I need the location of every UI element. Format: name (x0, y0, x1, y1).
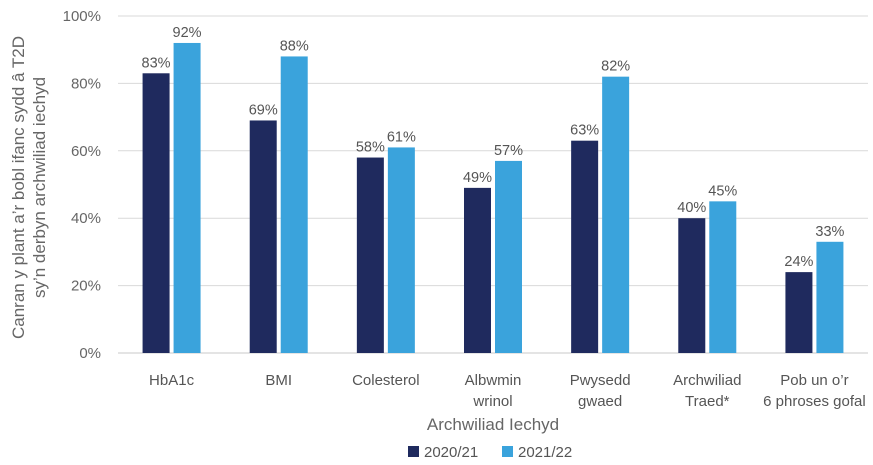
bar-2021-22-6 (816, 241, 844, 353)
x-tick-label: wrinol (472, 393, 512, 410)
data-label: 63% (570, 123, 599, 139)
x-tick-label: Colesterol (352, 372, 420, 389)
data-label: 45% (708, 183, 737, 199)
bar-2021-22-5 (709, 201, 737, 353)
x-tick-label: Archwiliad (673, 372, 741, 389)
x-tick-label: 6 phroses gofal (763, 393, 866, 410)
legend-swatch (408, 446, 419, 457)
data-labels: 83%92% 69% 88% 58%61% 49%57% 63% 82% 40%45% 24%3… (142, 25, 845, 270)
gridlines (118, 15, 868, 354)
data-label: 83% (142, 55, 171, 71)
x-axis-categories: HbA1c BMI Colesterol Albwmin wrinol Pwysedd gw… (149, 372, 866, 410)
legend-label: 2021/22 (518, 444, 572, 461)
data-label: 40% (677, 200, 706, 216)
y-axis-ticks: 0% 20% 40% 60% 80% 100% (63, 8, 101, 362)
x-tick-label: Traed* (685, 393, 730, 410)
legend-label: 2020/21 (424, 444, 478, 461)
y-tick-label: 100% (63, 8, 101, 25)
bars (142, 42, 844, 354)
x-tick-label: gwaed (578, 393, 622, 410)
x-tick-label: HbA1c (149, 372, 195, 389)
data-label: 58% (356, 140, 385, 156)
bar-2020-21-2 (356, 157, 384, 353)
bar-2020-21-4 (571, 140, 599, 353)
bar-2020-21-0 (142, 73, 170, 353)
data-label: 69% (249, 102, 278, 118)
legend: 2020/21 2021/22 (408, 444, 572, 461)
data-label: 92% (173, 25, 202, 41)
x-tick-label: Pwysedd (570, 372, 631, 389)
y-axis-title-line: Canran y plant a’r bobl ifanc sydd â T2D (9, 36, 28, 339)
data-label: 49% (463, 170, 492, 186)
data-label: 88% (280, 38, 309, 54)
bar-2021-22-3 (495, 160, 522, 353)
x-axis-title: Archwiliad Iechyd (427, 415, 559, 434)
y-tick-label: 0% (79, 345, 101, 362)
legend-swatch (502, 446, 513, 457)
bar-2021-22-2 (387, 147, 415, 353)
bar-2020-21-1 (249, 120, 277, 353)
y-tick-label: 40% (71, 210, 101, 227)
x-tick-label: BMI (265, 372, 292, 389)
y-tick-label: 60% (71, 143, 101, 160)
bar-2021-22-0 (173, 42, 201, 354)
y-tick-label: 20% (71, 278, 101, 295)
bar-2020-21-3 (464, 187, 491, 353)
bar-2021-22-4 (602, 76, 630, 353)
bar-2021-22-1 (280, 56, 308, 353)
y-tick-label: 80% (71, 75, 101, 92)
bar-2020-21-5 (678, 218, 706, 353)
y-axis-title-line: sy’n derbyn archwiliad iechyd (30, 77, 49, 298)
data-label: 24% (784, 254, 813, 270)
data-label: 57% (494, 143, 523, 159)
bar-2020-21-6 (785, 272, 813, 353)
x-tick-label: Albwmin (465, 372, 522, 389)
x-tick-label: Pob un o’r (780, 372, 848, 389)
data-label: 61% (387, 129, 416, 145)
data-label: 82% (601, 59, 630, 75)
y-axis-title: Canran y plant a’r bobl ifanc sydd â T2D… (9, 36, 49, 339)
data-label: 33% (815, 224, 844, 240)
